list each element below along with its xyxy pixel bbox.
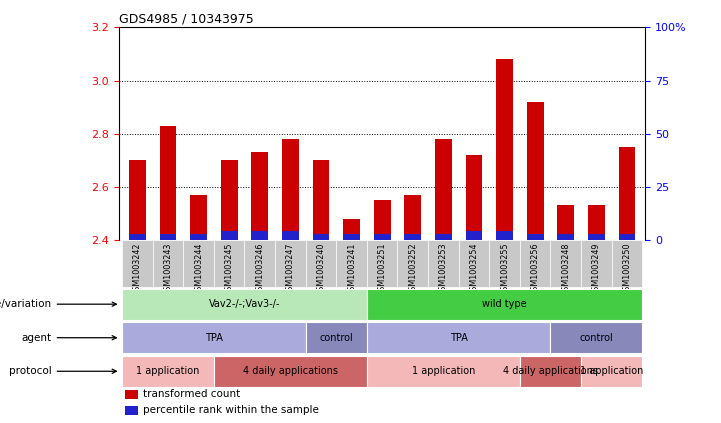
Bar bbox=[214, 356, 367, 387]
Bar bbox=[520, 356, 581, 387]
Text: control: control bbox=[580, 333, 613, 343]
Text: genotype/variation: genotype/variation bbox=[0, 299, 116, 309]
Bar bbox=[122, 356, 214, 387]
Bar bbox=[129, 160, 146, 240]
Text: GSM1003242: GSM1003242 bbox=[133, 242, 142, 296]
Text: 4 daily applications: 4 daily applications bbox=[503, 366, 598, 376]
Text: TPA: TPA bbox=[450, 333, 468, 343]
Bar bbox=[581, 240, 611, 287]
Text: 4 daily applications: 4 daily applications bbox=[243, 366, 338, 376]
Bar bbox=[282, 139, 298, 240]
Bar bbox=[490, 240, 520, 287]
Bar bbox=[122, 322, 306, 353]
Text: transformed count: transformed count bbox=[143, 390, 240, 399]
Text: wild type: wild type bbox=[482, 299, 527, 309]
Bar bbox=[619, 233, 635, 240]
Bar bbox=[435, 139, 452, 240]
Bar bbox=[252, 152, 268, 240]
Bar bbox=[496, 59, 513, 240]
Text: control: control bbox=[319, 333, 353, 343]
Bar bbox=[557, 233, 574, 240]
Bar bbox=[466, 231, 482, 240]
Text: GSM1003255: GSM1003255 bbox=[500, 242, 509, 296]
Bar bbox=[125, 390, 138, 399]
Text: GSM1003241: GSM1003241 bbox=[347, 242, 356, 296]
Bar bbox=[550, 240, 581, 287]
Text: GSM1003246: GSM1003246 bbox=[255, 242, 264, 296]
Bar bbox=[367, 289, 642, 320]
Bar bbox=[527, 102, 544, 240]
Bar bbox=[466, 155, 482, 240]
Bar bbox=[282, 231, 298, 240]
Text: GSM1003251: GSM1003251 bbox=[378, 242, 386, 296]
Bar bbox=[459, 240, 490, 287]
Text: 1 application: 1 application bbox=[580, 366, 643, 376]
Bar bbox=[190, 233, 207, 240]
Bar bbox=[588, 206, 605, 240]
Text: percentile rank within the sample: percentile rank within the sample bbox=[143, 406, 319, 415]
Bar bbox=[159, 126, 177, 240]
Bar bbox=[221, 160, 237, 240]
Bar bbox=[435, 233, 452, 240]
Bar bbox=[190, 195, 207, 240]
Bar bbox=[159, 233, 177, 240]
Bar bbox=[312, 233, 329, 240]
Text: GSM1003248: GSM1003248 bbox=[561, 242, 570, 296]
Bar bbox=[367, 322, 550, 353]
Bar bbox=[404, 195, 421, 240]
Bar bbox=[306, 322, 367, 353]
Bar bbox=[527, 233, 544, 240]
Text: GSM1003253: GSM1003253 bbox=[439, 242, 448, 296]
Text: GSM1003240: GSM1003240 bbox=[317, 242, 325, 296]
Bar bbox=[557, 206, 574, 240]
Bar bbox=[336, 240, 367, 287]
Bar bbox=[153, 240, 183, 287]
Text: 1 application: 1 application bbox=[136, 366, 200, 376]
Text: GSM1003254: GSM1003254 bbox=[469, 242, 479, 296]
Bar bbox=[373, 233, 391, 240]
Text: GSM1003243: GSM1003243 bbox=[164, 242, 172, 296]
Bar bbox=[367, 240, 397, 287]
Text: GDS4985 / 10343975: GDS4985 / 10343975 bbox=[119, 12, 254, 25]
Text: GSM1003250: GSM1003250 bbox=[622, 242, 632, 296]
Bar bbox=[306, 240, 336, 287]
Bar bbox=[252, 231, 268, 240]
Bar bbox=[221, 231, 237, 240]
Bar bbox=[550, 322, 642, 353]
Bar bbox=[520, 240, 550, 287]
Bar bbox=[428, 240, 459, 287]
Bar bbox=[611, 240, 642, 287]
Bar bbox=[125, 406, 138, 415]
Text: GSM1003252: GSM1003252 bbox=[408, 242, 417, 296]
Bar bbox=[367, 356, 520, 387]
Bar bbox=[619, 147, 635, 240]
Bar bbox=[404, 233, 421, 240]
Bar bbox=[244, 240, 275, 287]
Text: GSM1003256: GSM1003256 bbox=[531, 242, 539, 296]
Text: GSM1003245: GSM1003245 bbox=[225, 242, 234, 296]
Bar bbox=[588, 233, 605, 240]
Bar bbox=[122, 240, 153, 287]
Bar bbox=[312, 160, 329, 240]
Text: TPA: TPA bbox=[205, 333, 223, 343]
Bar bbox=[275, 240, 306, 287]
Text: GSM1003244: GSM1003244 bbox=[194, 242, 203, 296]
Text: agent: agent bbox=[22, 333, 116, 343]
Text: GSM1003249: GSM1003249 bbox=[592, 242, 601, 296]
Bar bbox=[581, 356, 642, 387]
Text: 1 application: 1 application bbox=[412, 366, 475, 376]
Bar bbox=[343, 233, 360, 240]
Text: GSM1003247: GSM1003247 bbox=[286, 242, 295, 296]
Bar bbox=[397, 240, 428, 287]
Bar bbox=[496, 231, 513, 240]
Text: protocol: protocol bbox=[9, 366, 116, 376]
Bar bbox=[129, 233, 146, 240]
Text: Vav2-/-;Vav3-/-: Vav2-/-;Vav3-/- bbox=[209, 299, 280, 309]
Bar bbox=[343, 219, 360, 240]
Bar bbox=[122, 289, 367, 320]
Bar bbox=[373, 200, 391, 240]
Bar bbox=[214, 240, 244, 287]
Bar bbox=[183, 240, 214, 287]
